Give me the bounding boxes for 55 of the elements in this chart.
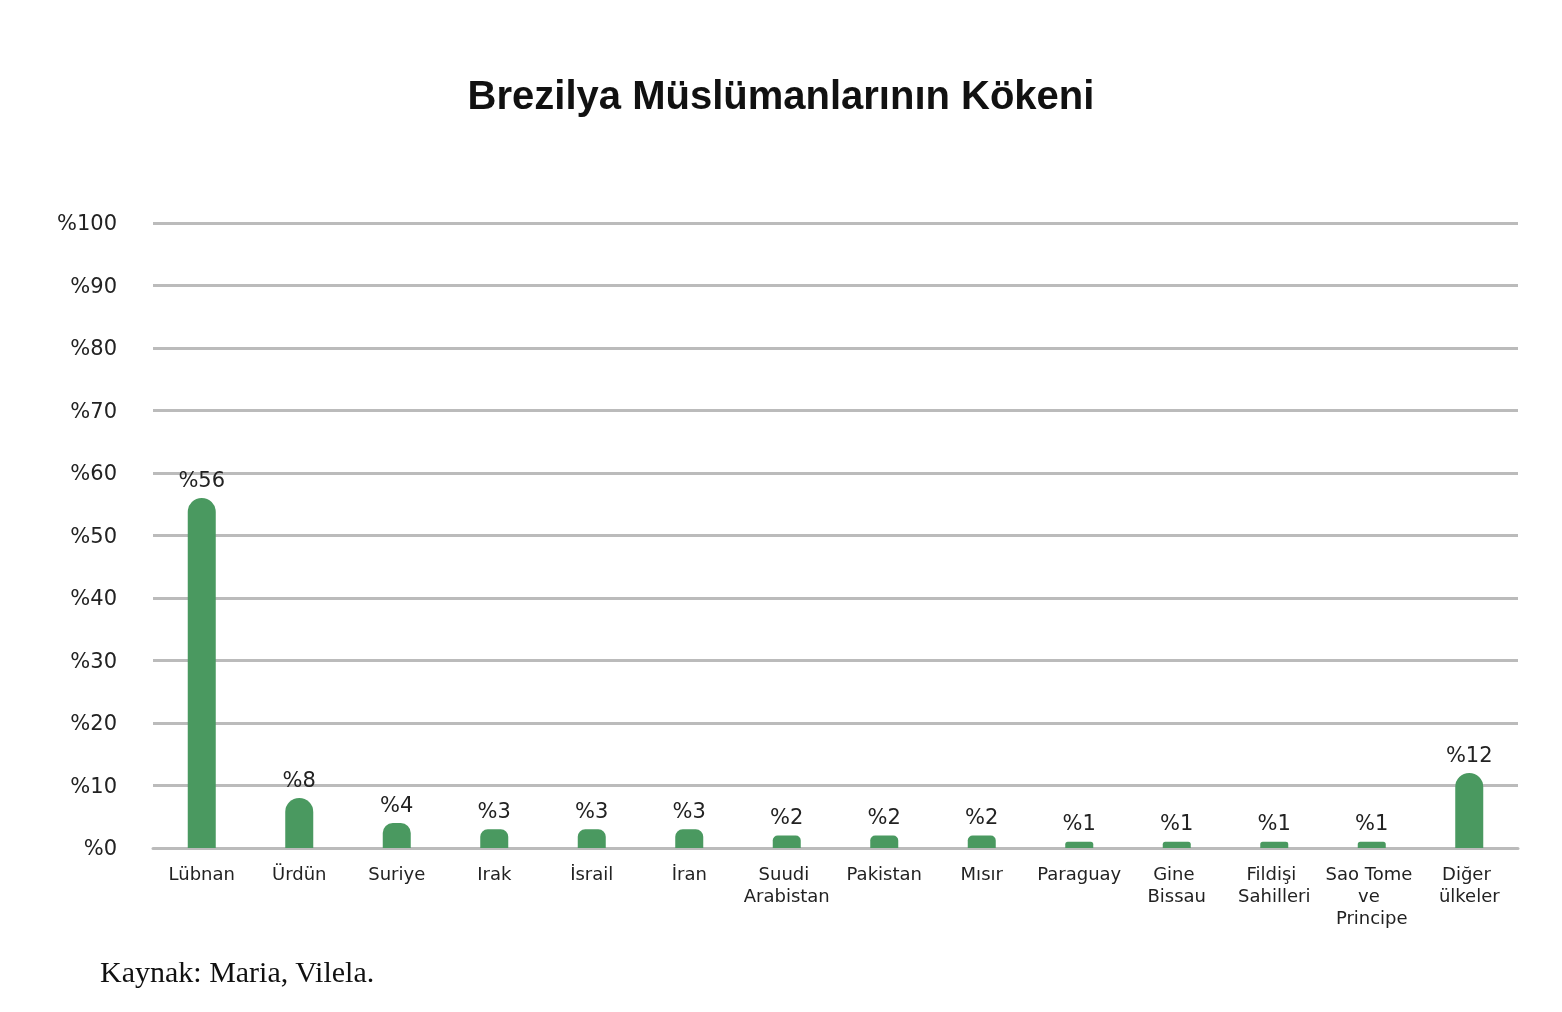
bar [1162,841,1191,848]
y-tick-label: %40 [70,586,117,610]
data-label: %3 [672,798,706,823]
data-label: %3 [575,798,609,823]
y-tick-label: %50 [70,523,117,548]
y-tick-label: %60 [70,461,117,485]
data-label: %1 [1160,811,1194,836]
y-tick-label: %80 [70,336,117,360]
y-tick-label: %70 [70,398,117,423]
data-label: %56 [178,467,226,492]
x-tick-label: Ürdün [271,862,327,884]
x-tick-label: İsrail [570,862,614,884]
x-tick-label: Paraguay [1037,862,1122,884]
y-tick-label: %20 [70,711,117,735]
x-tick-label: Mısır [960,862,1004,884]
bar [1357,841,1386,848]
x-tick-label: Irak [477,862,512,884]
data-label: %8 [282,767,316,792]
x-tick-label: Sao Tome ve Principe [1325,862,1418,928]
x-tick-label: Suudi Arabistan [743,862,830,906]
x-tick-label: Diğer ülkeler [1438,862,1501,906]
bar [187,498,216,848]
data-label: %2 [965,805,999,829]
x-tick-label: Gine Bissau [1147,862,1207,906]
x-tick-label: İran [671,862,707,884]
bar [577,829,606,848]
x-tick-label: Pakistan [846,862,922,884]
data-label: %2 [867,805,901,829]
x-tick-label: Lübnan [168,862,235,884]
data-label: %4 [380,792,414,817]
bar [1065,841,1094,848]
bar [480,829,509,848]
y-tick-label: %10 [70,773,117,798]
bar [772,835,801,848]
bar [870,835,899,848]
x-tick-label: Suriye [368,862,426,884]
data-label: %1 [1257,811,1291,836]
bar [1260,841,1289,848]
data-label: %1 [1062,811,1096,836]
data-label: %3 [477,798,511,823]
y-tick-label: %0 [83,836,117,860]
bar [1455,773,1484,848]
x-tick-label: Fildişi Sahilleri [1238,862,1311,906]
data-label: %12 [1445,742,1493,767]
chart-title: Brezilya Müslümanlarının Kökeni [467,73,1095,117]
y-tick-label: %90 [70,273,117,298]
bar [382,823,411,848]
bar [675,829,704,848]
data-label: %2 [770,805,804,829]
data-label: %1 [1355,811,1389,836]
bar [967,835,996,848]
bar [285,798,314,848]
y-tick-label: %100 [56,211,117,235]
y-tick-label: %30 [70,648,117,673]
text: Kaynak: Maria, Vilela. [100,954,375,988]
